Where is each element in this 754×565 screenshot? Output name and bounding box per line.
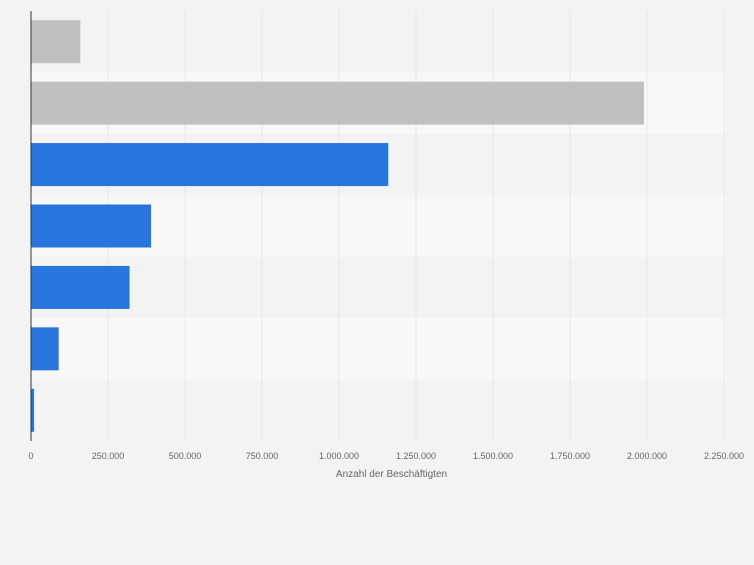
- row-band: [31, 379, 726, 441]
- bar[interactable]: [31, 265, 130, 309]
- x-tick-label: 750.000: [246, 451, 279, 461]
- gridlines: [107, 11, 725, 441]
- x-tick-label: 1.250.000: [396, 451, 436, 461]
- bar[interactable]: [31, 81, 644, 125]
- x-tick-label: 2.250.000: [704, 451, 744, 461]
- x-tick-label: 1.500.000: [473, 451, 513, 461]
- x-tick-label: 500.000: [169, 451, 202, 461]
- bar[interactable]: [31, 20, 81, 64]
- row-band: [31, 318, 726, 380]
- bar[interactable]: [31, 204, 152, 248]
- x-axis-label: Anzahl der Beschäftigten: [336, 469, 447, 480]
- bar[interactable]: [31, 327, 59, 371]
- x-tick-label: 2.000.000: [627, 451, 667, 461]
- bar[interactable]: [31, 143, 389, 187]
- x-tick-label: 1.750.000: [550, 451, 590, 461]
- row-band: [31, 256, 726, 319]
- row-band: [31, 11, 726, 73]
- bars: [31, 20, 644, 432]
- x-tick-label: 250.000: [92, 451, 125, 461]
- bar[interactable]: [31, 388, 35, 432]
- x-tick-label: 1.000.000: [319, 451, 359, 461]
- x-tick-label: 0: [28, 451, 33, 461]
- x-tick-labels: 0 250.000 500.000 750.000 1.000.000 1.250.000…: [28, 451, 744, 461]
